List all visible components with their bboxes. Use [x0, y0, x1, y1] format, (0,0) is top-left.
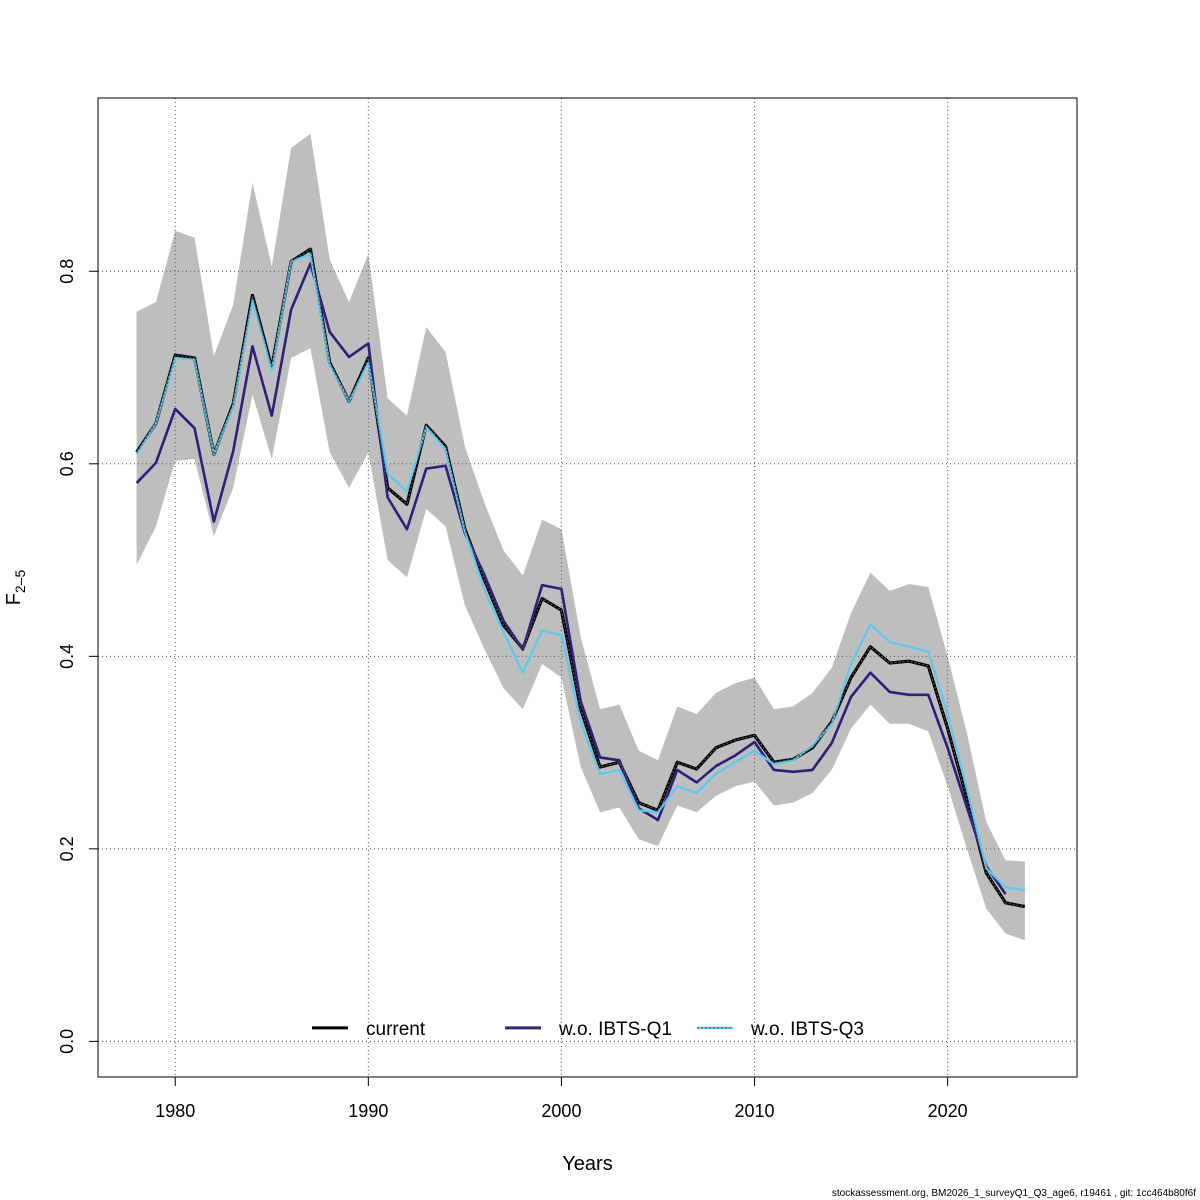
series-line-current-dotted-overlay — [136, 248, 1025, 908]
y-tick-label: 0.8 — [57, 259, 77, 284]
y-axis-title-main: F — [3, 593, 25, 605]
x-tick-label: 1980 — [155, 1101, 195, 1121]
y-tick-label: 0.4 — [57, 644, 77, 669]
legend-label-current: current — [366, 1019, 426, 1040]
x-tick-label: 2000 — [541, 1101, 581, 1121]
confidence-band — [136, 133, 1025, 941]
y-axis: 0.0 0.2 0.4 0.6 0.8 — [57, 259, 99, 1054]
legend: current w.o. IBTS-Q1 w.o. IBTS-Q3 — [312, 1019, 864, 1040]
y-axis-title: F2–5 — [3, 569, 28, 605]
y-axis-title-subscript: 2–5 — [12, 569, 28, 593]
confidence-band-area — [136, 133, 1025, 941]
x-tick-label: 2020 — [928, 1101, 968, 1121]
x-tick-label: 2010 — [735, 1101, 775, 1121]
y-tick-label: 0.2 — [57, 836, 77, 861]
y-tick-label: 0.6 — [57, 451, 77, 476]
series-lines — [135, 247, 1026, 909]
legend-label-wo-ibts-q3: w.o. IBTS-Q3 — [750, 1019, 864, 1040]
x-axis-title: Years — [562, 1153, 612, 1175]
footer-credit: stockassessment.org, BM2026_1_surveyQ1_Q… — [832, 1188, 1196, 1199]
series-line-wo-ibts-q1 — [135, 262, 1007, 895]
x-axis: 1980 1990 2000 2010 2020 — [155, 1076, 968, 1121]
x-tick-label: 1990 — [348, 1101, 388, 1121]
y-tick-label: 0.0 — [57, 1029, 77, 1054]
legend-label-wo-ibts-q1: w.o. IBTS-Q1 — [558, 1019, 672, 1040]
